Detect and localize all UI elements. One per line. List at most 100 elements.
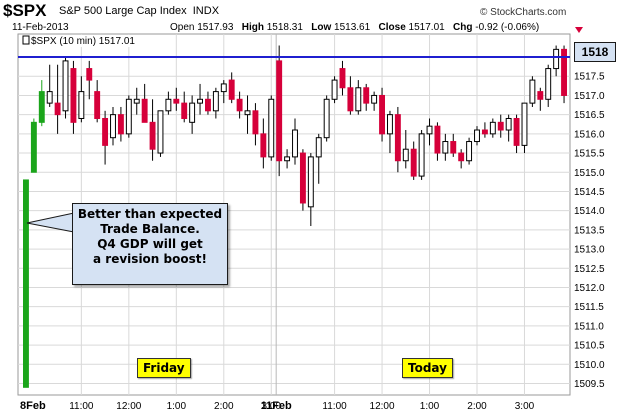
chg-label: Chg [453, 22, 473, 33]
candle-body [481, 129, 488, 135]
candle-body [157, 110, 164, 154]
y-tick-label: 1516.0 [574, 129, 605, 140]
candle-body [394, 114, 401, 162]
candle-body [355, 87, 362, 112]
candle-body [125, 98, 132, 135]
candles [23, 45, 567, 388]
x-tick-label: 12:00 [116, 401, 141, 412]
friday-label: Friday [137, 358, 191, 378]
candle-body [371, 94, 378, 104]
x-tick-label: 2:00 [214, 401, 234, 412]
candle-body [244, 110, 251, 116]
candle-body [537, 91, 544, 100]
candle-body [442, 141, 449, 154]
x-tick-label: 3:00 [262, 401, 282, 412]
candle-body [363, 87, 370, 104]
chg-value: -0.92 (-0.06%) [475, 22, 540, 33]
today-label: Today [402, 358, 453, 378]
price-tag: 1518 [574, 42, 616, 62]
x-tick-label: 3:00 [515, 401, 535, 412]
candle-body [205, 98, 211, 112]
candle-body [38, 91, 45, 123]
x-tick-label: 12:00 [370, 401, 395, 412]
candle-body [236, 98, 243, 112]
high-value: 1518.31 [266, 22, 303, 33]
y-tick-label: 1511.0 [574, 321, 604, 332]
brand: © StockCharts.com [480, 7, 567, 18]
x-tick-label: 8Feb [20, 400, 46, 412]
candle-body [402, 148, 409, 162]
y-tick-label: 1514.5 [574, 187, 605, 198]
callout-line-1: Better than expected [77, 207, 223, 221]
candle-body [418, 133, 425, 177]
exchange: INDX [192, 5, 220, 17]
y-tick-label: 1516.5 [574, 110, 605, 121]
candle-body [228, 79, 235, 100]
y-tick-label: 1509.5 [574, 379, 605, 390]
candle-body [489, 121, 496, 135]
y-tick-label: 1514.0 [574, 206, 605, 217]
candle-body [117, 114, 124, 135]
candle-body [434, 125, 441, 154]
high-label: High [241, 22, 264, 33]
candle-body [133, 98, 140, 104]
candle-body [23, 179, 29, 388]
candle-body [165, 98, 172, 112]
candle-body [94, 91, 101, 119]
candle-legend-icon [22, 35, 30, 45]
candle-body [173, 98, 180, 104]
y-tick-label: 1512.0 [574, 283, 605, 294]
candle-body [513, 117, 520, 146]
candle-body [197, 98, 203, 104]
candle-body [545, 68, 552, 100]
ohlc-line: Open 1517.93 High 1518.31 Low 1513.61 Cl… [170, 22, 539, 33]
symbol: $SPX [3, 1, 47, 20]
index-title: S&P 500 Large Cap Index [59, 5, 187, 17]
callout-line-2: Trade Balance. [100, 222, 200, 236]
candle-body [141, 98, 148, 123]
candle-body [323, 98, 330, 139]
candle-body [62, 60, 69, 112]
candle-body [284, 156, 291, 162]
index-name: S&P 500 Large Cap Index INDX [59, 5, 219, 17]
annotation-callout: Better than expected Trade Balance. Q4 G… [72, 203, 228, 285]
candle-body [426, 125, 433, 135]
candle-body [189, 102, 196, 123]
candle-body [268, 98, 275, 158]
candle-body [86, 68, 93, 81]
close-label: Close [378, 22, 406, 33]
candle-body [46, 91, 53, 104]
y-tick-label: 1517.0 [574, 91, 605, 102]
y-axis-labels: 1509.5 1510.0 1510.5 1511.0 1511.5 1512.0 1512… [574, 72, 605, 390]
x-tick-label: 11Feb [261, 400, 292, 412]
candle-body [276, 60, 283, 162]
candle-body [30, 121, 37, 173]
candle-body [315, 137, 322, 158]
y-tick-label: 1515.5 [574, 149, 605, 160]
date: 11-Feb-2013 [12, 22, 69, 33]
low-value: 1513.61 [334, 22, 371, 33]
callout-line-4: a revision boost! [93, 252, 207, 266]
y-tick-label: 1511.5 [574, 302, 604, 313]
x-tick-label: 1:00 [420, 401, 440, 412]
candle-body [70, 68, 77, 123]
candle-body [529, 79, 536, 104]
candle-body [379, 94, 385, 135]
candle-body [78, 91, 85, 119]
candle-body [561, 48, 567, 96]
y-tick-label: 1510.0 [574, 360, 605, 371]
x-tick-label: 2:00 [467, 401, 487, 412]
candle-body [252, 110, 259, 135]
candle-body [307, 156, 314, 208]
y-tick-label: 1510.5 [574, 341, 605, 352]
candle-body [292, 129, 298, 158]
candle-body [212, 91, 219, 112]
candle-body [410, 148, 417, 177]
low-label: Low [311, 22, 332, 33]
x-tick-label: 1:00 [167, 401, 187, 412]
candle-body [220, 83, 227, 93]
series-label: $SPX (10 min) 1517.01 [20, 35, 136, 47]
y-tick-label: 1513.0 [574, 245, 605, 256]
candle-body [149, 121, 156, 150]
